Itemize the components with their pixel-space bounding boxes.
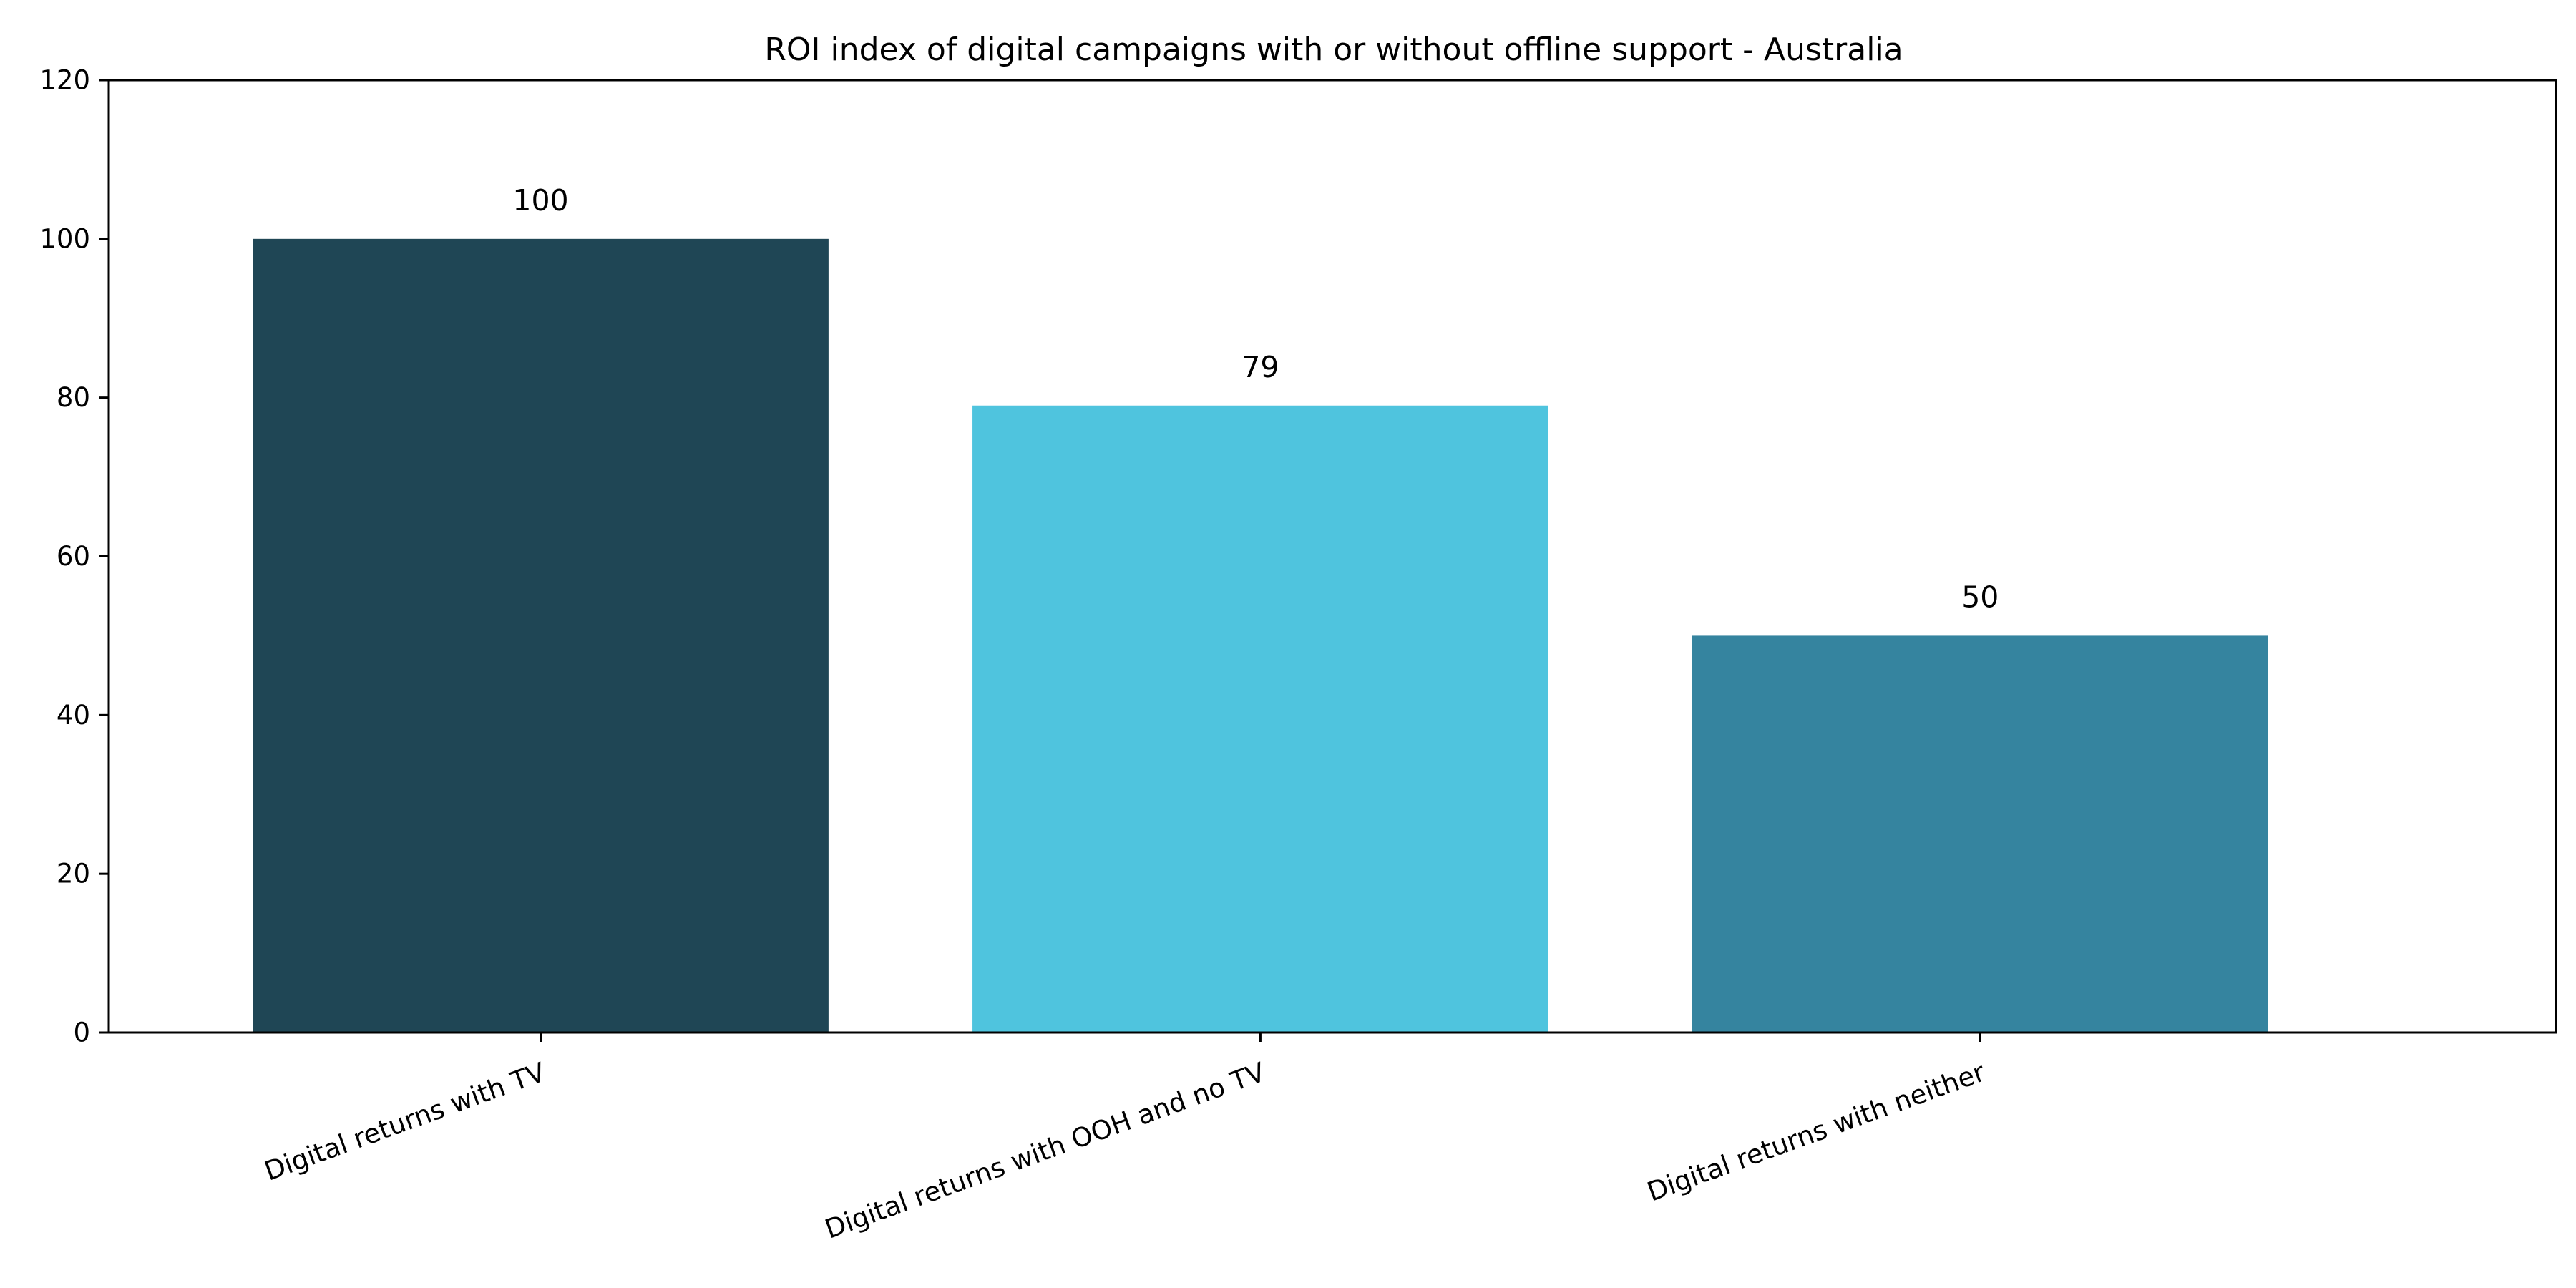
bar-value-label: 79 xyxy=(1241,350,1279,384)
bar-3 xyxy=(1692,635,2268,1033)
y-tick-label: 0 xyxy=(73,1018,90,1048)
y-axis: 0 20 40 60 80 100 120 xyxy=(39,65,109,1048)
x-tick-label: Digital returns with OOH and no TV xyxy=(821,1057,1269,1245)
y-tick-label: 120 xyxy=(39,65,90,96)
bar-value-label: 50 xyxy=(1961,580,1999,614)
value-labels-group: 100 79 50 xyxy=(512,183,1999,615)
bar-1 xyxy=(253,238,829,1033)
y-tick-label: 20 xyxy=(57,859,90,889)
bar-value-label: 100 xyxy=(512,183,568,218)
chart-title: ROI index of digital campaigns with or w… xyxy=(764,31,1903,68)
y-tick-label: 40 xyxy=(57,700,90,731)
x-axis: Digital returns with TV Digital returns w… xyxy=(260,1033,1989,1245)
bar-2 xyxy=(972,405,1548,1033)
x-tick-label: Digital returns with TV xyxy=(260,1057,550,1187)
bars-group xyxy=(253,238,2268,1033)
x-tick-label: Digital returns with neither xyxy=(1643,1056,1989,1207)
plot-frame xyxy=(107,79,2557,1034)
y-tick-label: 100 xyxy=(39,223,90,254)
y-tick-label: 60 xyxy=(57,541,90,572)
y-tick-label: 80 xyxy=(57,382,90,413)
